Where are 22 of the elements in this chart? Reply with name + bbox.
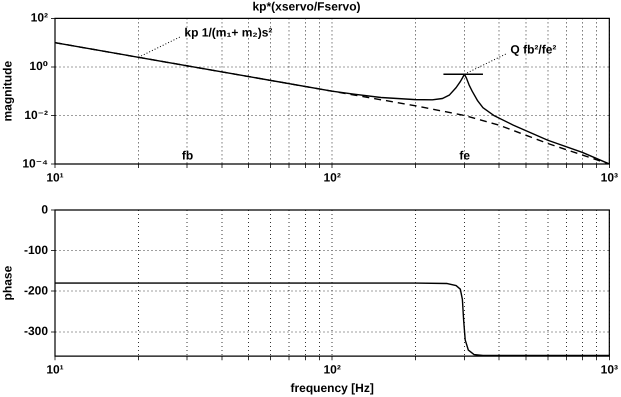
x-tick-label: 10³ bbox=[600, 362, 618, 377]
x-tick-label: 10² bbox=[323, 362, 341, 377]
annotation: fe bbox=[459, 148, 470, 162]
y-tick-label: 0 bbox=[41, 202, 48, 216]
annotation: fb bbox=[182, 148, 194, 162]
y-tick-label: 10⁻² bbox=[24, 108, 48, 122]
annotation: kp 1/(m₁+ m₂)s² bbox=[184, 26, 272, 40]
annotation: Q fb²/fe² bbox=[510, 42, 556, 57]
chart-title: kp*(xservo/Fservo) bbox=[252, 0, 361, 14]
x-tick-label: 10¹ bbox=[46, 362, 64, 377]
y-tick-label: -200 bbox=[24, 284, 48, 298]
x-axis-title: frequency [Hz] bbox=[290, 381, 374, 396]
y-tick-label: 10² bbox=[30, 10, 48, 25]
x-tick-label: 10² bbox=[323, 170, 341, 185]
y-tick-label: -100 bbox=[24, 242, 48, 257]
y-axis-title: magnitude bbox=[0, 60, 15, 122]
y-tick-label: -300 bbox=[24, 324, 48, 338]
y-tick-label: 10⁻⁴ bbox=[22, 156, 48, 170]
x-tick-label: 10¹ bbox=[46, 170, 64, 185]
y-tick-label: 10⁰ bbox=[29, 59, 48, 74]
y-axis-title: phase bbox=[0, 265, 15, 300]
x-tick-label: 10³ bbox=[600, 170, 618, 185]
